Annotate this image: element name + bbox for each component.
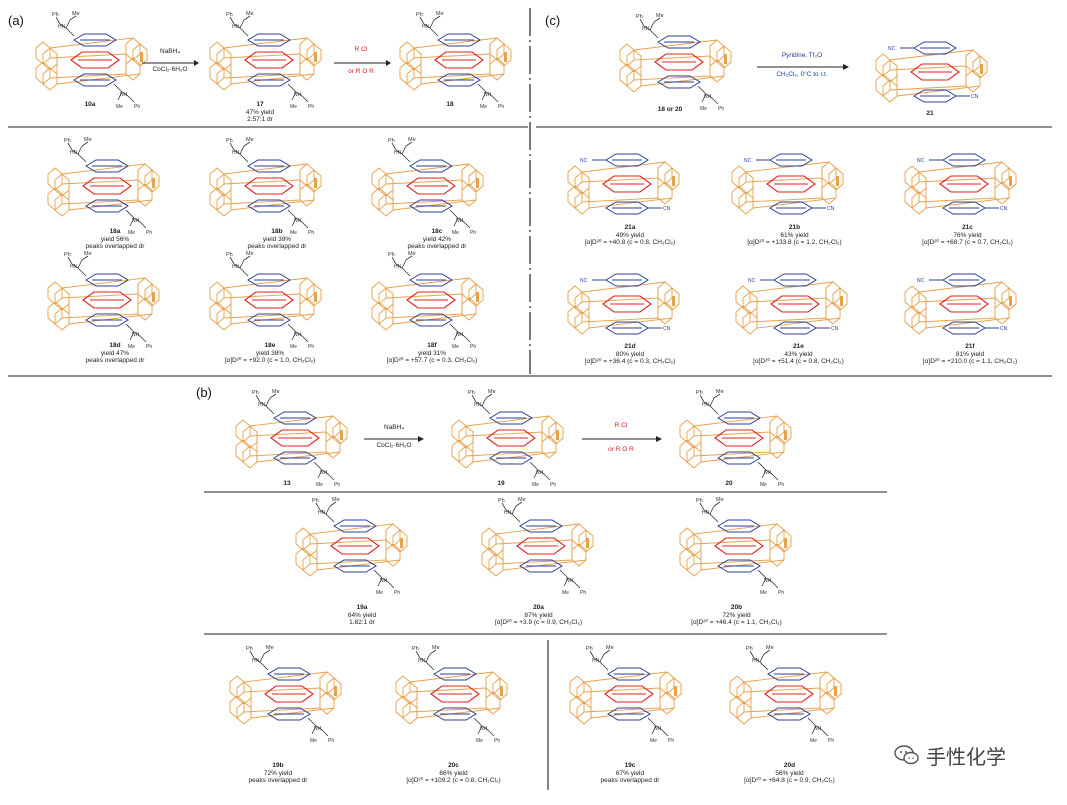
arrow-b2 <box>582 436 662 442</box>
label-18-or-20: 18 or 20 <box>657 106 683 113</box>
molecule-19a <box>295 496 408 597</box>
arrow-c-top: Pyridine, Tf₂O <box>781 52 823 59</box>
arrow-b2-bottom: or R O R <box>608 446 634 453</box>
label-19: 19 <box>497 480 505 487</box>
label-18b: 18b yield 39% peaks overlapped dr <box>247 228 307 251</box>
arrow-a2 <box>334 60 391 66</box>
label-20a: 20a 87% yield [α]D²⁰ = +3.9 (c = 0.9, CH₂C… <box>494 604 583 627</box>
molecule-20a <box>481 496 594 597</box>
arrow-a2-bottom: or R O R <box>348 68 374 75</box>
label-21e: 21e 43% yield [α]D²⁰ = +51.4 (c = 0.8, CH₂… <box>753 343 844 366</box>
molecule-21b <box>731 153 844 215</box>
label-21d: 21d 80% yield [α]D²⁰ = +36.4 (c = 0.3, CH₂… <box>584 343 676 366</box>
molecule-18 <box>399 10 512 111</box>
label-21: 21 <box>926 110 934 117</box>
panel-b-label: (b) <box>196 385 212 400</box>
molecule-18b <box>209 136 322 237</box>
molecule-18c <box>371 136 484 237</box>
molecule-18d <box>47 250 160 351</box>
label-20: 20 <box>725 480 733 487</box>
label-13: 13 <box>283 480 291 487</box>
label-19c: 19c 67% yield peaks overlapped dr <box>600 762 660 785</box>
molecule-18e <box>209 250 322 351</box>
label-18c: 18c yield 42% peaks overlapped dr <box>407 228 467 251</box>
arrow-a2-top: R Cl <box>354 46 368 53</box>
label-17: 17 47% yield 2.57:1 dr <box>245 101 275 124</box>
watermark-text: 手性化学 <box>926 745 1006 769</box>
molecule-18f <box>371 250 484 351</box>
label-20b: 20b 72% yield [α]D²⁰ = +46.4 (c = 1.1, CH₂… <box>691 604 782 627</box>
label-21c: 21c 76% yield [α]D²⁰ = +68.7 (c = 0.7, CH₂… <box>922 224 1013 247</box>
molecule-20b <box>679 496 792 597</box>
molecule-17 <box>209 10 322 111</box>
label-21f: 21f 81% yield [α]D²⁰ = +210.0 (c = 1.1, CH… <box>922 343 1018 366</box>
molecule-19c <box>569 644 682 745</box>
label-18e: 18e yield 38% [α]D²⁰ = +92.0 (c = 1.0, CH₂… <box>224 342 316 365</box>
molecule-20d <box>729 644 842 745</box>
molecule-20 <box>679 388 792 489</box>
label-18a: 18a yield 56% peaks overlapped dr <box>85 228 145 251</box>
panel-a-label: (a) <box>8 13 24 28</box>
label-20d: 20d 56% yield [α]D²⁰ = +64.8 (c = 0.9, CH₂… <box>744 762 835 785</box>
molecule-20c <box>395 644 508 745</box>
arrow-a1-top: NaBH₄ <box>160 48 180 55</box>
arrow-a1-bottom: CoCl₂·6H₂O <box>152 66 188 73</box>
label-21a: 21a 49% yield [α]D²⁰ = +40.8 (c = 0.8, CH₂… <box>584 224 676 247</box>
molecule-18a <box>47 136 160 237</box>
molecule-18-or-20 <box>619 12 732 113</box>
molecule-21c <box>904 153 1017 215</box>
label-19b: 19b 72% yield peaks overlapped dr <box>248 762 308 785</box>
label-18: 18 <box>446 101 454 108</box>
arrow-b1 <box>364 436 424 442</box>
molecule-21 <box>875 41 988 103</box>
wechat-icon <box>894 745 919 765</box>
label-19a: 19a 64% yield 1.82:1 dr <box>347 604 377 627</box>
arrow-c <box>757 64 849 70</box>
molecule-21e <box>735 273 848 335</box>
molecule-19b <box>229 644 342 745</box>
molecule-21a <box>567 153 680 215</box>
arrow-a1 <box>142 60 199 66</box>
label-18d: 18d yield 47% peaks overlapped dr <box>85 342 145 365</box>
label-21b: 21b 61% yield [α]D²⁰ = +133.8 (c = 1.2, CH… <box>747 224 842 247</box>
label-18f: 18f yield 31% [α]D²⁰ = +57.7 (c = 0.3, CH₂… <box>386 342 478 365</box>
molecule-19 <box>451 388 564 489</box>
arrow-c-bottom: CH₂Cl₂, 0°C to r.t. <box>776 71 828 78</box>
arrow-b1-bottom: CoCl₂·6H₂O <box>376 442 412 449</box>
molecule-21f <box>904 273 1017 335</box>
molecule-10a <box>35 10 148 111</box>
panel-c-label: (c) <box>545 13 561 28</box>
molecule-21d <box>567 273 680 335</box>
arrow-b1-top: NaBH₄ <box>384 424 404 431</box>
label-20c: 20c 66% yield [α]D²⁰ = +109.2 (c = 0.8, CH… <box>406 762 501 785</box>
molecule-13 <box>235 388 348 489</box>
arrow-b2-top: R Cl <box>614 422 628 429</box>
label-10a: 10a <box>84 101 96 108</box>
